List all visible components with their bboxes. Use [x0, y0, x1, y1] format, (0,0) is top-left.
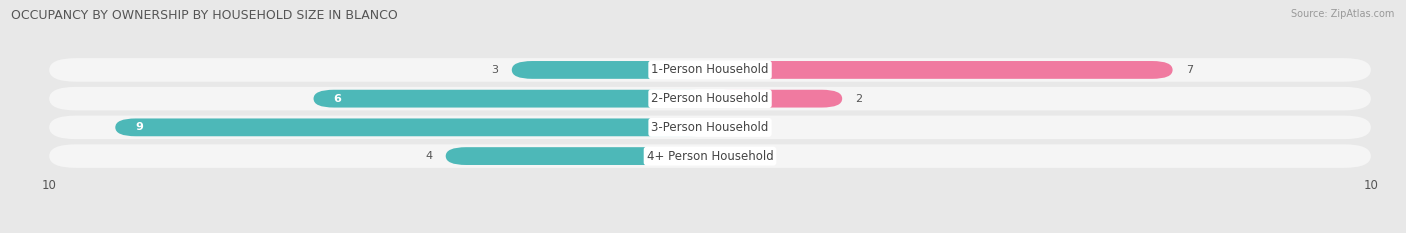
Text: 4: 4 [426, 151, 433, 161]
Text: 7: 7 [1185, 65, 1192, 75]
FancyBboxPatch shape [49, 116, 1371, 139]
Text: 2: 2 [855, 94, 862, 104]
Text: 3: 3 [492, 65, 499, 75]
Text: 4+ Person Household: 4+ Person Household [647, 150, 773, 163]
FancyBboxPatch shape [446, 147, 710, 165]
FancyBboxPatch shape [512, 61, 710, 79]
Text: Source: ZipAtlas.com: Source: ZipAtlas.com [1291, 9, 1395, 19]
Text: OCCUPANCY BY OWNERSHIP BY HOUSEHOLD SIZE IN BLANCO: OCCUPANCY BY OWNERSHIP BY HOUSEHOLD SIZE… [11, 9, 398, 22]
Text: 0: 0 [723, 151, 730, 161]
Text: 0: 0 [723, 122, 730, 132]
FancyBboxPatch shape [314, 90, 710, 108]
Text: 1-Person Household: 1-Person Household [651, 63, 769, 76]
Text: 6: 6 [333, 94, 342, 104]
FancyBboxPatch shape [49, 144, 1371, 168]
FancyBboxPatch shape [710, 90, 842, 108]
FancyBboxPatch shape [49, 58, 1371, 82]
Text: 3-Person Household: 3-Person Household [651, 121, 769, 134]
FancyBboxPatch shape [49, 87, 1371, 110]
FancyBboxPatch shape [710, 61, 1173, 79]
FancyBboxPatch shape [115, 118, 710, 136]
Text: 9: 9 [135, 122, 143, 132]
Text: 2-Person Household: 2-Person Household [651, 92, 769, 105]
